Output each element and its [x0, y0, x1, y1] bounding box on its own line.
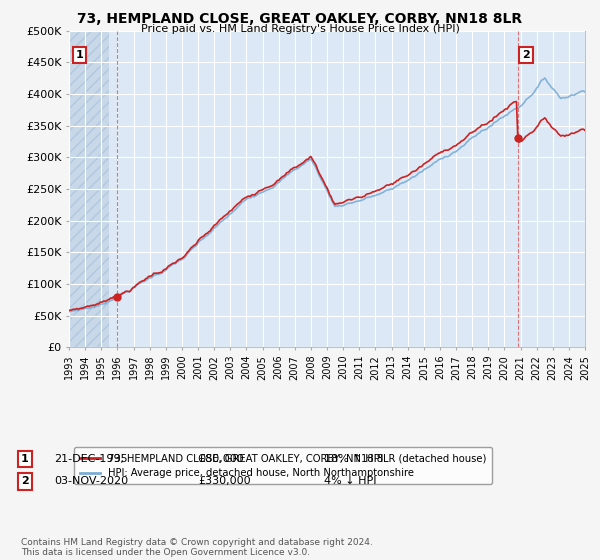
Text: 2: 2: [21, 477, 29, 487]
Text: 1: 1: [21, 454, 29, 464]
Text: Price paid vs. HM Land Registry's House Price Index (HPI): Price paid vs. HM Land Registry's House …: [140, 24, 460, 34]
Text: 1: 1: [76, 50, 83, 60]
Text: £80,000: £80,000: [198, 454, 244, 464]
Text: 2: 2: [522, 50, 530, 60]
Text: 03-NOV-2020: 03-NOV-2020: [54, 477, 128, 487]
Text: 18% ↑ HPI: 18% ↑ HPI: [324, 454, 383, 464]
Legend: 73, HEMPLAND CLOSE, GREAT OAKLEY, CORBY, NN18 8LR (detached house), HPI: Average: 73, HEMPLAND CLOSE, GREAT OAKLEY, CORBY,…: [74, 447, 493, 484]
Text: 73, HEMPLAND CLOSE, GREAT OAKLEY, CORBY, NN18 8LR: 73, HEMPLAND CLOSE, GREAT OAKLEY, CORBY,…: [77, 12, 523, 26]
Bar: [69, 31, 109, 347]
Text: £330,000: £330,000: [198, 477, 251, 487]
Text: 21-DEC-1995: 21-DEC-1995: [54, 454, 128, 464]
Text: 4% ↓ HPI: 4% ↓ HPI: [324, 477, 377, 487]
Text: Contains HM Land Registry data © Crown copyright and database right 2024.
This d: Contains HM Land Registry data © Crown c…: [21, 538, 373, 557]
